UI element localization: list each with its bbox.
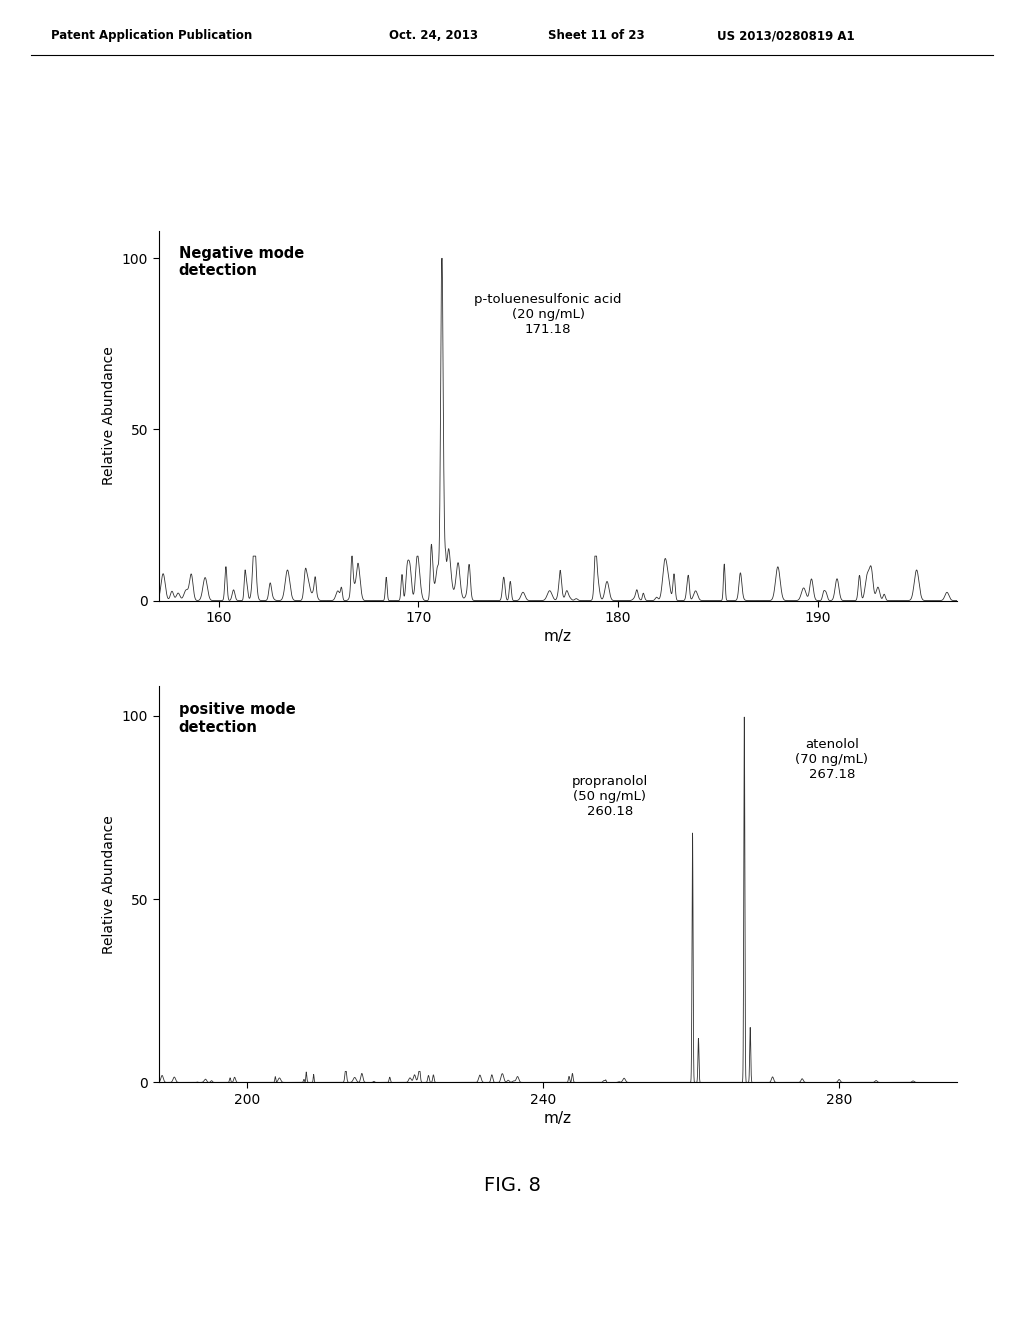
Text: Negative mode
detection: Negative mode detection [178,246,304,279]
Text: Oct. 24, 2013: Oct. 24, 2013 [389,29,478,42]
Text: Patent Application Publication: Patent Application Publication [51,29,253,42]
Text: FIG. 8: FIG. 8 [483,1176,541,1195]
X-axis label: m/z: m/z [544,630,572,644]
Text: Sheet 11 of 23: Sheet 11 of 23 [548,29,644,42]
X-axis label: m/z: m/z [544,1111,572,1126]
Y-axis label: Relative Abundance: Relative Abundance [102,814,117,954]
Text: p-toluenesulfonic acid
(20 ng/mL)
171.18: p-toluenesulfonic acid (20 ng/mL) 171.18 [474,293,622,335]
Text: propranolol
(50 ng/mL)
260.18: propranolol (50 ng/mL) 260.18 [571,775,648,818]
Text: positive mode
detection: positive mode detection [178,702,296,735]
Text: atenolol
(70 ng/mL)
267.18: atenolol (70 ng/mL) 267.18 [796,738,868,780]
Y-axis label: Relative Abundance: Relative Abundance [102,346,117,486]
Text: US 2013/0280819 A1: US 2013/0280819 A1 [717,29,854,42]
